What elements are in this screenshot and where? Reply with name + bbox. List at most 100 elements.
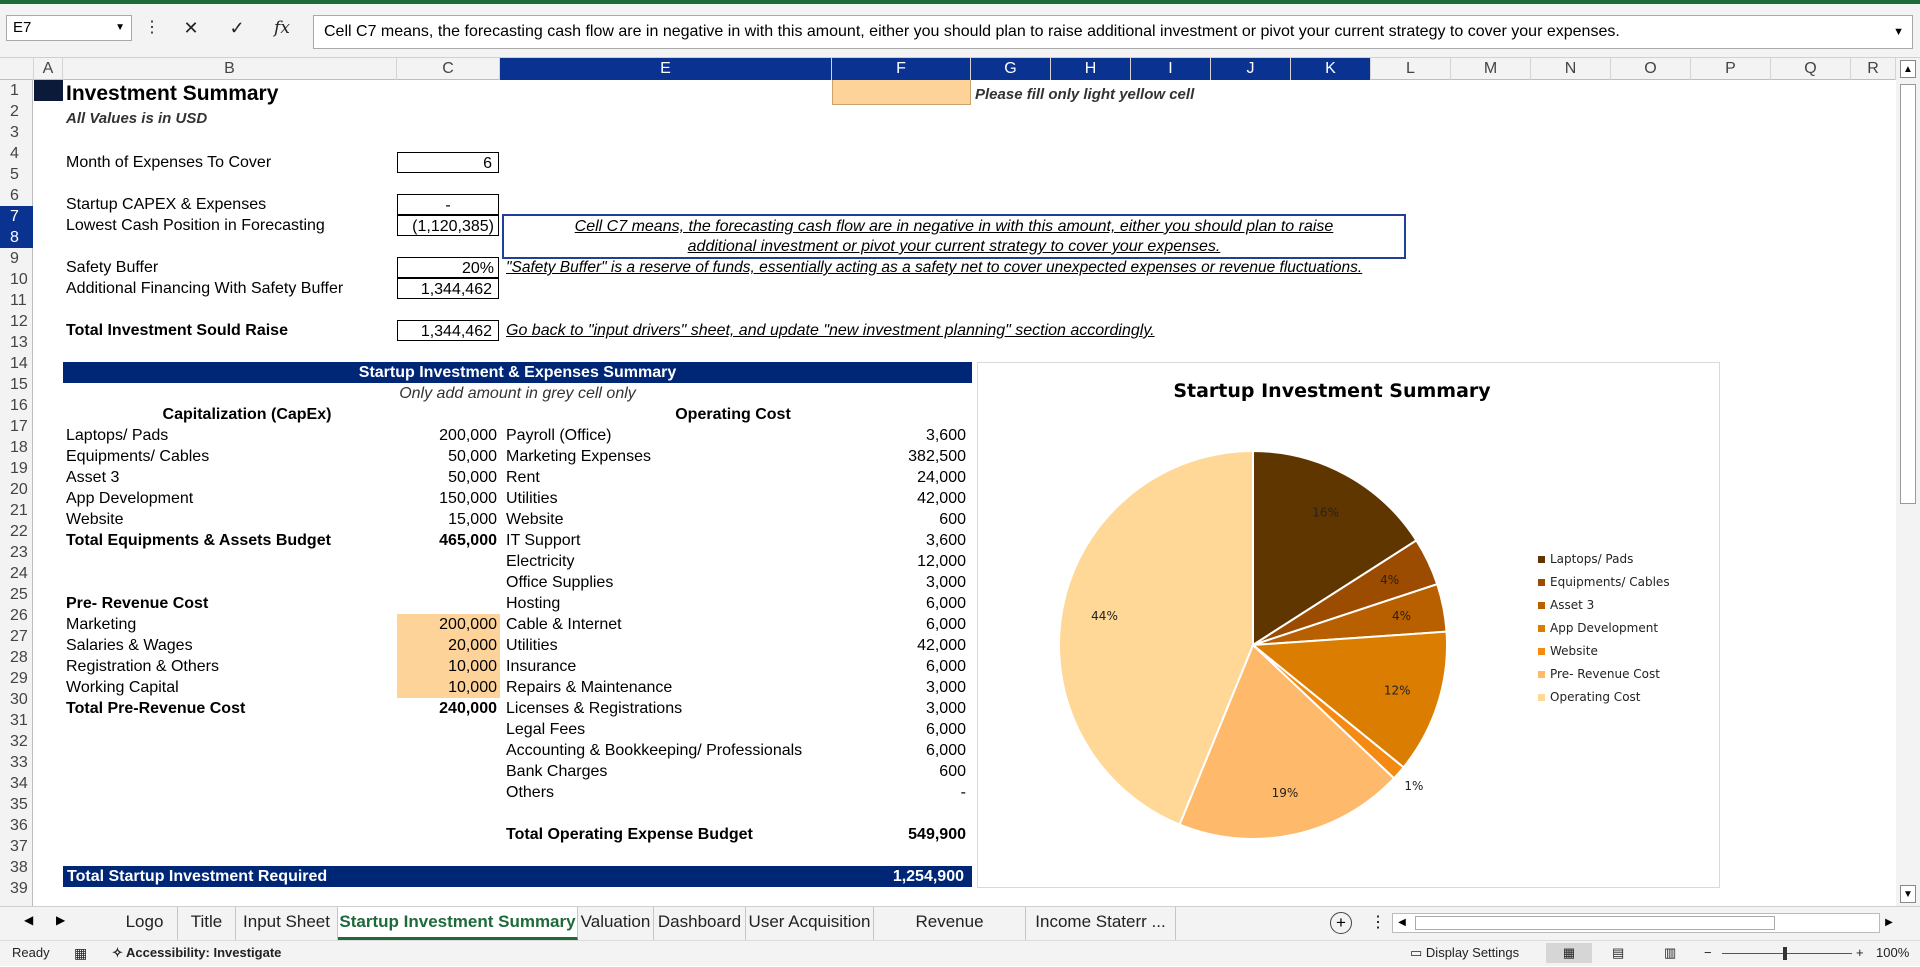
- opex-item-value[interactable]: 3,000: [925, 700, 966, 717]
- selected-note-cell[interactable]: Cell C7 means, the forecasting cash flow…: [502, 214, 1406, 259]
- row-header[interactable]: 32: [10, 733, 28, 750]
- legend-entry[interactable]: Pre- Revenue Cost: [1550, 667, 1660, 681]
- opex-item-value[interactable]: 6,000: [925, 658, 966, 675]
- formula-input[interactable]: Cell C7 means, the forecasting cash flow…: [313, 15, 1913, 49]
- pie-slice[interactable]: [1178, 643, 1396, 840]
- tab-scroll-right-icon[interactable]: ▶: [56, 913, 66, 927]
- sheet-tab[interactable]: Input Sheet: [236, 907, 338, 940]
- row-header[interactable]: 23: [10, 544, 28, 561]
- column-header[interactable]: O: [1611, 58, 1691, 80]
- sheet-tab[interactable]: Logo: [112, 907, 178, 940]
- total-raise-value[interactable]: 1,344,462: [397, 320, 499, 341]
- opex-item-value[interactable]: 382,500: [908, 448, 966, 465]
- row-header[interactable]: 35: [10, 796, 28, 813]
- row-header[interactable]: 1: [10, 82, 19, 99]
- opex-item-value[interactable]: 12,000: [917, 553, 966, 570]
- display-settings[interactable]: ▭ Display Settings: [1410, 941, 1519, 965]
- row-header[interactable]: 30: [10, 691, 28, 708]
- row-header[interactable]: 25: [10, 586, 28, 603]
- legend-entry[interactable]: App Development: [1550, 621, 1658, 635]
- column-header[interactable]: M: [1451, 58, 1531, 80]
- worksheet-grid[interactable]: Investment Summary Please fill only ligh…: [34, 80, 1894, 906]
- row-header[interactable]: 8: [0, 227, 33, 248]
- zoom-slider[interactable]: [1722, 953, 1852, 954]
- row-header[interactable]: 33: [10, 754, 28, 771]
- opex-item-value[interactable]: 3,600: [925, 532, 966, 549]
- capex-item-value[interactable]: 150,000: [439, 490, 497, 507]
- sheet-tab[interactable]: Dashboard: [654, 907, 746, 940]
- row-header[interactable]: 22: [10, 523, 28, 540]
- legend-entry[interactable]: Laptops/ Pads: [1550, 552, 1633, 566]
- row-header[interactable]: 4: [10, 145, 19, 162]
- opex-item-value[interactable]: 42,000: [917, 637, 966, 654]
- opex-item-value[interactable]: 6,000: [925, 595, 966, 612]
- page-layout-icon[interactable]: ▤: [1612, 945, 1625, 960]
- more-options-icon[interactable]: ⋮: [144, 19, 160, 36]
- legend-entry[interactable]: Asset 3: [1550, 598, 1594, 612]
- enter-check-icon[interactable]: ✓: [229, 18, 245, 38]
- scroll-up-icon[interactable]: ▲: [1900, 60, 1916, 78]
- row-header[interactable]: 15: [10, 376, 28, 393]
- zoom-out-icon[interactable]: −: [1704, 945, 1712, 960]
- page-break-icon[interactable]: ▥: [1664, 945, 1677, 960]
- opex-item-value[interactable]: 600: [939, 763, 966, 780]
- row-header[interactable]: 31: [10, 712, 28, 729]
- prerev-item-value[interactable]: 10,000: [448, 658, 497, 675]
- opex-item-value[interactable]: -: [960, 784, 966, 801]
- prerev-item-value[interactable]: 200,000: [439, 616, 497, 633]
- row-header[interactable]: 39: [10, 880, 28, 897]
- row-header[interactable]: 9: [10, 250, 19, 267]
- hscroll-right-icon[interactable]: ▶: [1885, 917, 1893, 928]
- opex-item-value[interactable]: 6,000: [925, 721, 966, 738]
- sheet-tab[interactable]: Income Staterr ...: [1026, 907, 1176, 940]
- zoom-level[interactable]: 100%: [1876, 945, 1910, 960]
- row-header[interactable]: 34: [10, 775, 28, 792]
- column-header[interactable]: N: [1531, 58, 1611, 80]
- months-input[interactable]: 6: [397, 152, 499, 173]
- row-header[interactable]: 10: [10, 271, 28, 288]
- row-header[interactable]: 6: [10, 187, 19, 204]
- column-header[interactable]: R: [1851, 58, 1896, 80]
- column-header[interactable]: K: [1291, 58, 1371, 80]
- expand-formula-icon[interactable]: ▼: [1893, 26, 1904, 38]
- row-header[interactable]: 5: [10, 166, 19, 183]
- row-header[interactable]: 12: [10, 313, 28, 330]
- row-header[interactable]: 7: [0, 206, 33, 227]
- accessibility-status[interactable]: ✧ Accessibility: Investigate: [112, 941, 281, 965]
- column-header[interactable]: F: [832, 58, 971, 80]
- normal-view-icon[interactable]: ▦: [1546, 943, 1592, 963]
- column-header[interactable]: E: [500, 58, 832, 80]
- sheet-tab[interactable]: Valuation: [578, 907, 654, 940]
- zoom-slider-thumb[interactable]: [1783, 947, 1787, 960]
- input-cell-sample[interactable]: [832, 80, 971, 105]
- sheet-tab[interactable]: User Acquisition: [746, 907, 874, 940]
- row-header[interactable]: 19: [10, 460, 28, 477]
- column-header[interactable]: A: [34, 58, 63, 80]
- column-header[interactable]: I: [1131, 58, 1211, 80]
- row-header[interactable]: 14: [10, 355, 28, 372]
- opex-item-value[interactable]: 6,000: [925, 616, 966, 633]
- row-header[interactable]: 21: [10, 502, 28, 519]
- macro-record-icon[interactable]: ▦: [74, 945, 88, 961]
- opex-item-value[interactable]: 600: [939, 511, 966, 528]
- pie-slice[interactable]: [1058, 449, 1254, 826]
- opex-item-value[interactable]: 3,600: [925, 427, 966, 444]
- column-header[interactable]: G: [971, 58, 1051, 80]
- cancel-icon[interactable]: ✕: [183, 18, 199, 38]
- buffer-input[interactable]: 20%: [397, 257, 499, 278]
- opex-item-value[interactable]: 6,000: [925, 742, 966, 759]
- pie-slice[interactable]: [1252, 449, 1418, 647]
- capex-item-value[interactable]: 200,000: [439, 427, 497, 444]
- column-header[interactable]: B: [63, 58, 397, 80]
- row-header[interactable]: 26: [10, 607, 28, 624]
- pie-chart[interactable]: Startup Investment Summary 16% 4% 4% 12% 1% 1…: [977, 362, 1720, 888]
- opex-item-value[interactable]: 24,000: [917, 469, 966, 486]
- capex-item-value[interactable]: 50,000: [448, 448, 497, 465]
- row-header[interactable]: 3: [10, 124, 19, 141]
- sheet-tab[interactable]: Startup Investment Summary: [338, 907, 578, 940]
- new-sheet-icon[interactable]: +: [1330, 912, 1352, 934]
- column-header[interactable]: H: [1051, 58, 1131, 80]
- pie-slice[interactable]: [1250, 630, 1448, 769]
- row-header[interactable]: 20: [10, 481, 28, 498]
- opex-item-value[interactable]: 3,000: [925, 679, 966, 696]
